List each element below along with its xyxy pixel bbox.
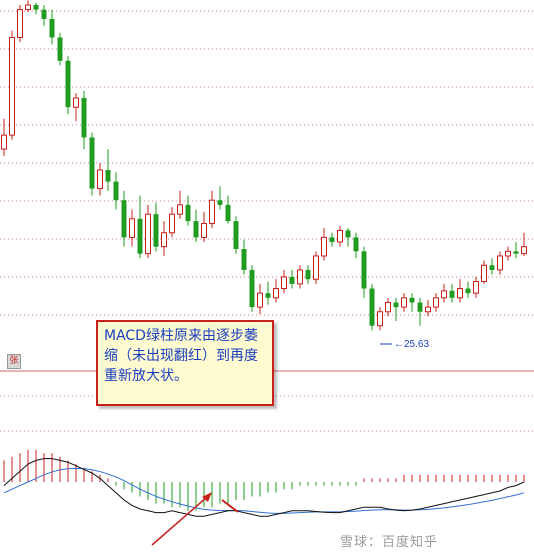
candle-body [57, 37, 63, 61]
candle-body [217, 200, 223, 205]
candle-body [385, 301, 391, 313]
candle-body [185, 204, 191, 222]
candle-body [465, 288, 471, 294]
candle-body [409, 297, 415, 303]
candle-body [105, 169, 111, 182]
candle-body [65, 60, 71, 108]
candle-body [305, 269, 311, 280]
candle-body [49, 18, 55, 38]
candle-body [497, 255, 503, 271]
candle-body [113, 181, 119, 201]
candle-body [225, 204, 231, 222]
candle-body [329, 237, 335, 243]
candle-body [233, 221, 239, 250]
candle-body [393, 302, 399, 308]
candle-body [297, 269, 303, 285]
candle-body [513, 251, 519, 254]
candle-body [1, 134, 7, 150]
candle-body [345, 230, 351, 238]
candle-body [201, 222, 207, 238]
candle-body [41, 9, 47, 19]
candle-body [137, 218, 143, 254]
candle-body [369, 288, 375, 326]
candle-body [289, 276, 295, 284]
candle-body [209, 199, 215, 224]
annotation-arrow [151, 496, 208, 546]
candle-body [353, 237, 359, 252]
candle-body [169, 213, 175, 234]
candle-body [25, 4, 31, 11]
candle-body [457, 288, 463, 299]
side-tag-icon: 张 [7, 354, 21, 369]
candle-body [473, 281, 479, 294]
candle-body [505, 250, 511, 257]
candle-body [193, 221, 199, 238]
candle-body [33, 4, 39, 10]
candle-body [401, 297, 407, 308]
candle-body [521, 246, 527, 255]
candle-body [313, 255, 319, 280]
candle-body [377, 311, 383, 327]
annotation-text: MACD绿柱原来由逐步萎缩（未出现翻红）到再度重新放大状。 [104, 328, 258, 384]
annotation-mark [221, 499, 239, 513]
candle-body [153, 214, 159, 247]
candle-body [257, 292, 263, 308]
candle-body [241, 249, 247, 270]
dea-line [3, 467, 525, 514]
candle-body [425, 306, 431, 313]
candle-body [489, 265, 495, 270]
candle-body [273, 288, 279, 299]
watermark-text: 雪球：百度知乎 [340, 535, 439, 550]
candle-body [321, 236, 327, 257]
candle-body [449, 290, 455, 298]
candle-body [337, 229, 343, 243]
candle-body [17, 9, 23, 39]
candle-body [417, 302, 423, 312]
candle-body [89, 137, 95, 189]
low-price-label: ←25.63 [394, 339, 430, 350]
candle-body [177, 204, 183, 215]
candle-body [121, 200, 127, 238]
candle-body [81, 97, 87, 138]
candle-body [249, 269, 255, 308]
candle-body [433, 297, 439, 308]
candle-body [97, 169, 103, 190]
candle-body [281, 276, 287, 290]
candle-body [9, 37, 15, 136]
candle-body [129, 218, 135, 238]
dif-line [3, 458, 525, 517]
candle-body [161, 232, 167, 248]
annotation-arrow-head [202, 492, 212, 502]
candle-body [361, 251, 367, 289]
candle-body [265, 293, 271, 298]
annotation-box: MACD绿柱原来由逐步萎缩（未出现翻红）到再度重新放大状。 [96, 320, 274, 406]
candle-body [441, 290, 447, 299]
candle-body [145, 213, 151, 255]
candle-body [73, 97, 79, 108]
candle-body [481, 264, 487, 283]
